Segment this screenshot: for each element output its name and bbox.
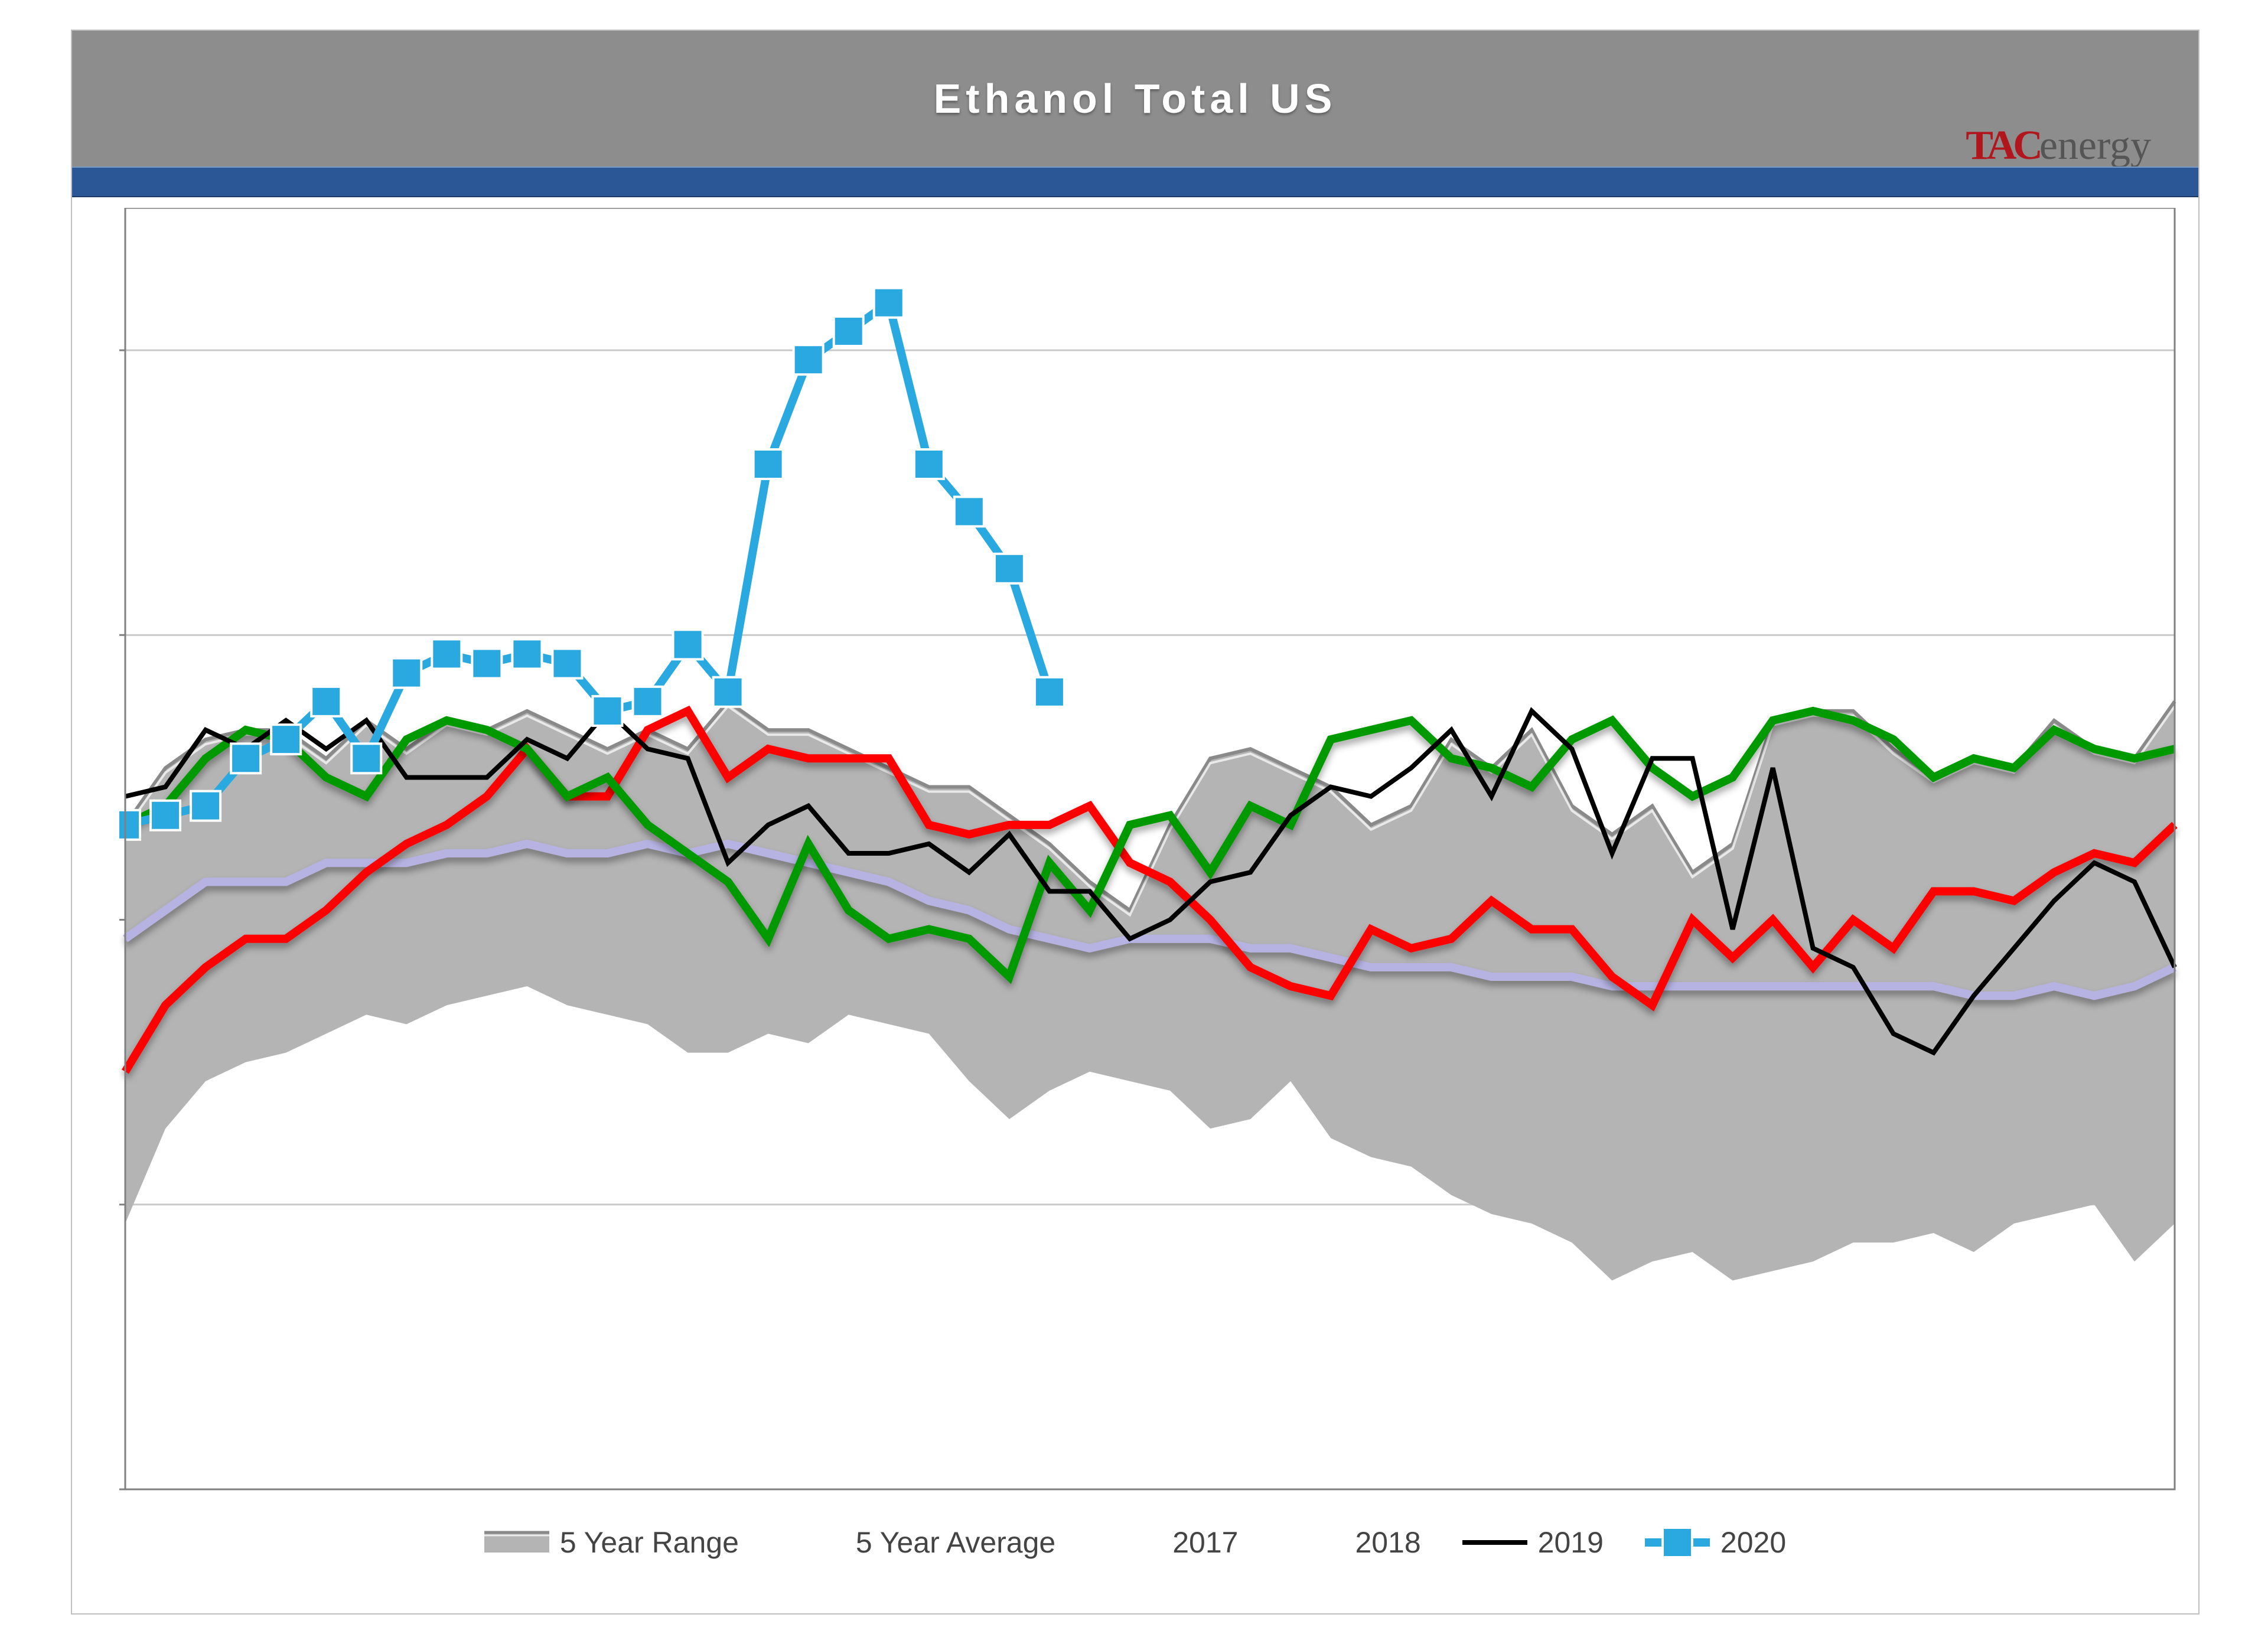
marker-y2020 bbox=[794, 345, 823, 374]
marker-y2020 bbox=[311, 687, 341, 716]
logo-right: energy bbox=[2039, 123, 2151, 168]
logo-left: TAC bbox=[1966, 123, 2039, 168]
marker-y2020 bbox=[119, 810, 140, 840]
title-band: Ethanol Total US bbox=[72, 31, 2198, 167]
marker-y2020 bbox=[552, 649, 582, 679]
chart-container: Ethanol Total US TACenergy 5 Year Range5… bbox=[71, 30, 2199, 1615]
legend-label-avg5: 5 Year Average bbox=[856, 1525, 1055, 1560]
legend-swatch-y2017 bbox=[1097, 1525, 1162, 1560]
legend-swatch-y2018 bbox=[1279, 1525, 1344, 1560]
marker-y2020 bbox=[191, 791, 220, 821]
marker-y2020 bbox=[874, 288, 904, 318]
legend-item-range: 5 Year Range bbox=[484, 1525, 739, 1560]
marker-y2020 bbox=[834, 317, 863, 346]
legend-label-range: 5 Year Range bbox=[560, 1525, 739, 1560]
legend-item-avg5: 5 Year Average bbox=[780, 1525, 1055, 1560]
legend-swatch-avg5 bbox=[780, 1525, 845, 1560]
accent-band bbox=[72, 167, 2198, 197]
marker-y2020 bbox=[1035, 677, 1064, 707]
marker-y2020 bbox=[432, 639, 461, 668]
marker-y2020 bbox=[512, 639, 542, 668]
marker-y2020 bbox=[713, 677, 743, 707]
chart-title: Ethanol Total US bbox=[934, 75, 1337, 122]
marker-y2020 bbox=[271, 725, 301, 754]
legend-item-y2020: 2020 bbox=[1645, 1525, 1786, 1560]
chart-svg bbox=[119, 208, 2181, 1495]
legend-label-y2019: 2019 bbox=[1538, 1525, 1604, 1560]
legend-label-y2020: 2020 bbox=[1720, 1525, 1786, 1560]
marker-y2020 bbox=[633, 687, 663, 716]
legend-swatch-y2019 bbox=[1462, 1525, 1527, 1560]
marker-y2020 bbox=[472, 649, 501, 679]
marker-y2020 bbox=[754, 449, 783, 479]
legend-swatch-y2020 bbox=[1645, 1525, 1710, 1560]
marker-y2020 bbox=[673, 630, 703, 659]
legend-label-y2017: 2017 bbox=[1172, 1525, 1238, 1560]
marker-y2020 bbox=[392, 658, 421, 688]
marker-y2020 bbox=[954, 497, 984, 526]
legend-swatch-range bbox=[484, 1525, 549, 1560]
marker-y2020 bbox=[151, 801, 180, 830]
legend-item-y2017: 2017 bbox=[1097, 1525, 1238, 1560]
marker-y2020 bbox=[914, 449, 944, 479]
marker-y2020 bbox=[995, 554, 1024, 583]
legend-label-y2018: 2018 bbox=[1355, 1525, 1420, 1560]
brand-logo: TACenergy bbox=[1966, 122, 2151, 169]
plot-area bbox=[119, 208, 2181, 1495]
legend-item-y2019: 2019 bbox=[1462, 1525, 1604, 1560]
legend: 5 Year Range 5 Year Average 2017 2018 2019 20… bbox=[72, 1525, 2198, 1560]
legend-item-y2018: 2018 bbox=[1279, 1525, 1420, 1560]
marker-y2020 bbox=[592, 696, 622, 726]
marker-y2020 bbox=[231, 743, 260, 773]
marker-y2020 bbox=[351, 743, 381, 773]
